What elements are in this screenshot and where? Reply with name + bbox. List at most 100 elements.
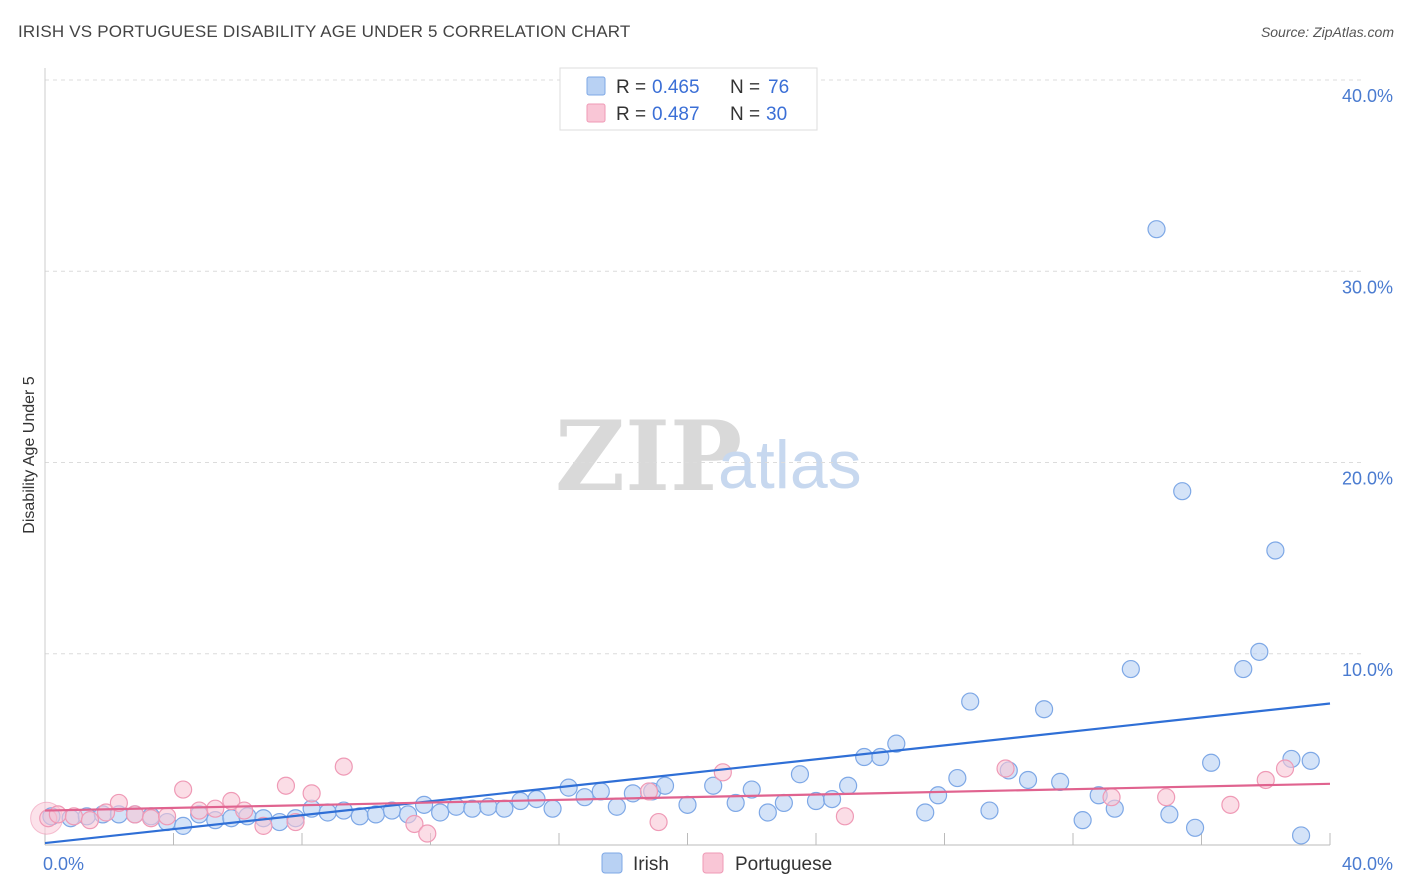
irish-trend-line bbox=[44, 702, 1331, 845]
portuguese-point-16 bbox=[286, 812, 305, 832]
irish-point-28 bbox=[495, 799, 514, 818]
chart-title: IRISH VS PORTUGUESE DISABILITY AGE UNDER… bbox=[18, 22, 631, 41]
portuguese-point-9 bbox=[174, 780, 193, 799]
y-tick-label-2: 30.0% bbox=[1342, 277, 1393, 297]
irish-point-42 bbox=[742, 780, 761, 799]
bottom-legend-irish-swatch bbox=[601, 852, 623, 874]
irish-point-64 bbox=[1121, 659, 1140, 679]
portuguese-point-21 bbox=[639, 782, 659, 801]
irish-point-59 bbox=[1034, 700, 1054, 719]
portuguese-point-23 bbox=[713, 763, 732, 782]
irish-point-45 bbox=[790, 765, 810, 784]
portuguese-point-5 bbox=[109, 793, 128, 813]
legend-irish-swatch bbox=[586, 76, 606, 96]
portuguese-point-25 bbox=[996, 759, 1015, 778]
irish-point-60 bbox=[1051, 772, 1070, 791]
watermark-atlas: atlas bbox=[718, 427, 862, 503]
legend-portuguese-r-label: R = bbox=[616, 104, 646, 125]
portuguese-point-17 bbox=[302, 784, 321, 803]
portuguese-point-8 bbox=[157, 807, 177, 826]
portuguese-point-12 bbox=[222, 791, 241, 811]
irish-point-31 bbox=[543, 799, 562, 818]
portuguese-point-14 bbox=[254, 816, 273, 835]
irish-point-49 bbox=[855, 747, 874, 767]
x-tick-label-0: 0.0% bbox=[43, 854, 84, 874]
bottom-legend-portuguese-swatch bbox=[702, 852, 724, 874]
irish-point-23 bbox=[414, 795, 434, 814]
irish-point-52 bbox=[916, 803, 935, 822]
irish-point-68 bbox=[1185, 818, 1205, 837]
watermark-zip: ZIP bbox=[555, 400, 742, 513]
irish-point-39 bbox=[678, 795, 697, 814]
x-tick-label-1: 40.0% bbox=[1342, 854, 1393, 874]
irish-point-30 bbox=[527, 789, 546, 809]
legend-irish-r-value: 0.465 bbox=[652, 77, 700, 98]
data-points bbox=[30, 220, 1320, 845]
y-tick-label-0: 10.0% bbox=[1342, 660, 1393, 680]
irish-point-65 bbox=[1147, 220, 1166, 239]
bottom-legend-portuguese-label: Portuguese bbox=[735, 854, 832, 875]
bottom-legend-irish-label: Irish bbox=[633, 854, 669, 875]
portuguese-point-26 bbox=[1102, 788, 1121, 807]
portuguese-point-18 bbox=[334, 757, 353, 776]
y-tick-label-3: 40.0% bbox=[1342, 86, 1393, 106]
legend-portuguese-n-value: 30 bbox=[766, 104, 787, 125]
irish-point-75 bbox=[1301, 751, 1320, 770]
portuguese-point-15 bbox=[276, 776, 296, 795]
irish-point-72 bbox=[1266, 541, 1285, 560]
portuguese-point-28 bbox=[1221, 795, 1240, 814]
legend-portuguese-n-label: N = bbox=[730, 104, 760, 125]
y-tick-label-1: 20.0% bbox=[1342, 469, 1393, 489]
legend-irish-n-value: 76 bbox=[768, 77, 789, 98]
irish-point-56 bbox=[980, 801, 999, 820]
irish-point-33 bbox=[575, 788, 594, 807]
bottom-legend: Irish Portuguese bbox=[601, 852, 832, 875]
grid-lines bbox=[45, 79, 1365, 655]
irish-point-55 bbox=[961, 692, 980, 711]
tick-labels: 10.0% 20.0% 30.0% 40.0% 0.0% 40.0% bbox=[43, 86, 1393, 874]
portuguese-point-11 bbox=[206, 799, 225, 818]
irish-point-40 bbox=[704, 776, 723, 795]
irish-point-38 bbox=[655, 776, 675, 795]
portuguese-point-19 bbox=[405, 814, 424, 834]
irish-point-51 bbox=[887, 734, 906, 753]
portuguese-point-30 bbox=[1275, 759, 1295, 778]
portuguese-point-22 bbox=[649, 812, 668, 832]
irish-point-74 bbox=[1291, 826, 1311, 845]
legend-portuguese-r-value: 0.487 bbox=[652, 104, 700, 125]
axes bbox=[44, 68, 1331, 846]
irish-point-61 bbox=[1073, 811, 1092, 830]
irish-point-48 bbox=[839, 776, 858, 795]
portuguese-trend-line bbox=[44, 782, 1331, 812]
irish-point-41 bbox=[726, 793, 745, 813]
irish-point-66 bbox=[1160, 805, 1179, 824]
legend-irish-n-label: N = bbox=[730, 77, 760, 98]
portuguese-point-13 bbox=[235, 801, 254, 820]
y-axis-label: Disability Age Under 5 bbox=[21, 376, 38, 534]
irish-point-67 bbox=[1173, 482, 1192, 501]
portuguese-point-7 bbox=[141, 809, 161, 828]
irish-point-71 bbox=[1250, 642, 1269, 661]
irish-point-58 bbox=[1018, 770, 1038, 790]
irish-point-70 bbox=[1234, 659, 1253, 679]
portuguese-point-27 bbox=[1157, 788, 1176, 807]
irish-point-69 bbox=[1202, 753, 1221, 772]
irish-point-35 bbox=[607, 797, 626, 816]
portuguese-point-1 bbox=[48, 805, 67, 824]
legend-portuguese-swatch bbox=[586, 103, 606, 123]
irish-point-54 bbox=[948, 768, 967, 788]
portuguese-point-10 bbox=[190, 801, 209, 820]
legend-box: R = 0.465 N = 76 R = 0.487 N = 30 bbox=[559, 67, 818, 131]
portuguese-point-3 bbox=[80, 811, 100, 830]
portuguese-point-20 bbox=[418, 824, 437, 843]
irish-point-44 bbox=[774, 793, 793, 813]
trend-lines bbox=[44, 702, 1331, 845]
irish-point-34 bbox=[591, 782, 610, 801]
irish-point-24 bbox=[431, 803, 450, 822]
source-label: Source: ZipAtlas.com bbox=[1260, 24, 1394, 40]
legend-irish-r-label: R = bbox=[616, 77, 646, 98]
irish-point-53 bbox=[928, 786, 948, 805]
portuguese-point-24 bbox=[835, 807, 855, 826]
irish-point-43 bbox=[758, 803, 777, 822]
